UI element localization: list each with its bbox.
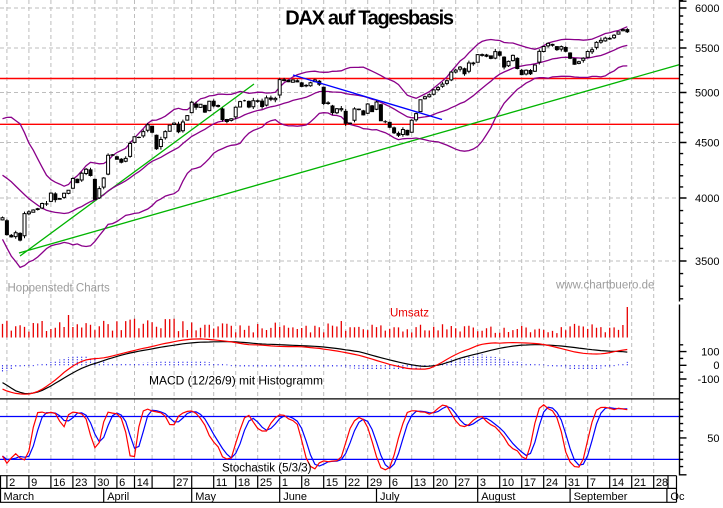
svg-text:5500: 5500 — [695, 43, 719, 55]
svg-text:August: August — [481, 491, 515, 503]
svg-text:6: 6 — [119, 477, 125, 489]
svg-text:9: 9 — [31, 477, 37, 489]
svg-text:June: June — [283, 491, 307, 503]
svg-text:22: 22 — [348, 477, 360, 489]
svg-text:Umsatz: Umsatz — [390, 308, 429, 320]
svg-text:23: 23 — [75, 477, 87, 489]
svg-text:3500: 3500 — [695, 256, 719, 268]
svg-text:21: 21 — [634, 477, 646, 489]
svg-text:1: 1 — [282, 477, 288, 489]
svg-text:30: 30 — [97, 477, 109, 489]
svg-text:MACD (12/26/9) mit Histogramm: MACD (12/26/9) mit Histogramm — [149, 374, 323, 388]
svg-text:6000: 6000 — [695, 3, 719, 15]
svg-text:April: April — [107, 491, 129, 503]
svg-text:27: 27 — [458, 477, 470, 489]
svg-text:September: September — [574, 491, 628, 503]
svg-text:18: 18 — [238, 477, 250, 489]
svg-text:11: 11 — [216, 477, 227, 489]
svg-text:DAX auf Tagesbasis: DAX auf Tagesbasis — [285, 7, 454, 29]
svg-text:20: 20 — [436, 477, 448, 489]
svg-text:3: 3 — [480, 477, 486, 489]
svg-text:May: May — [195, 491, 216, 503]
svg-text:Stochastik (5/3/3): Stochastik (5/3/3) — [222, 463, 312, 475]
svg-text:July: July — [380, 491, 400, 503]
svg-text:10: 10 — [502, 477, 514, 489]
svg-text:24: 24 — [546, 477, 558, 489]
svg-text:5000: 5000 — [695, 87, 719, 99]
svg-text:www.chartbuero.de: www.chartbuero.de — [555, 280, 654, 292]
svg-text:March: March — [4, 491, 35, 503]
svg-text:17: 17 — [524, 477, 536, 489]
svg-text:2: 2 — [9, 477, 15, 489]
svg-text:31: 31 — [568, 477, 580, 489]
svg-text:50: 50 — [707, 433, 719, 445]
svg-text:25: 25 — [260, 477, 272, 489]
svg-text:4000: 4000 — [695, 193, 719, 205]
svg-text:100: 100 — [701, 346, 719, 358]
svg-text:4500: 4500 — [695, 137, 719, 149]
svg-text:27: 27 — [176, 477, 188, 489]
svg-text:7: 7 — [590, 477, 596, 489]
svg-text:6: 6 — [392, 477, 398, 489]
svg-text:Hoppenstedt Charts: Hoppenstedt Charts — [8, 283, 111, 295]
svg-text:16: 16 — [53, 477, 65, 489]
svg-text:8: 8 — [304, 477, 310, 489]
svg-text:Oc: Oc — [670, 491, 685, 503]
svg-text:0: 0 — [713, 360, 719, 372]
svg-text:13: 13 — [414, 477, 426, 489]
svg-text:-100: -100 — [697, 374, 719, 386]
svg-text:14: 14 — [137, 477, 149, 489]
svg-text:28: 28 — [656, 477, 668, 489]
svg-text:29: 29 — [370, 477, 382, 489]
svg-text:14: 14 — [612, 477, 624, 489]
svg-text:15: 15 — [326, 477, 338, 489]
